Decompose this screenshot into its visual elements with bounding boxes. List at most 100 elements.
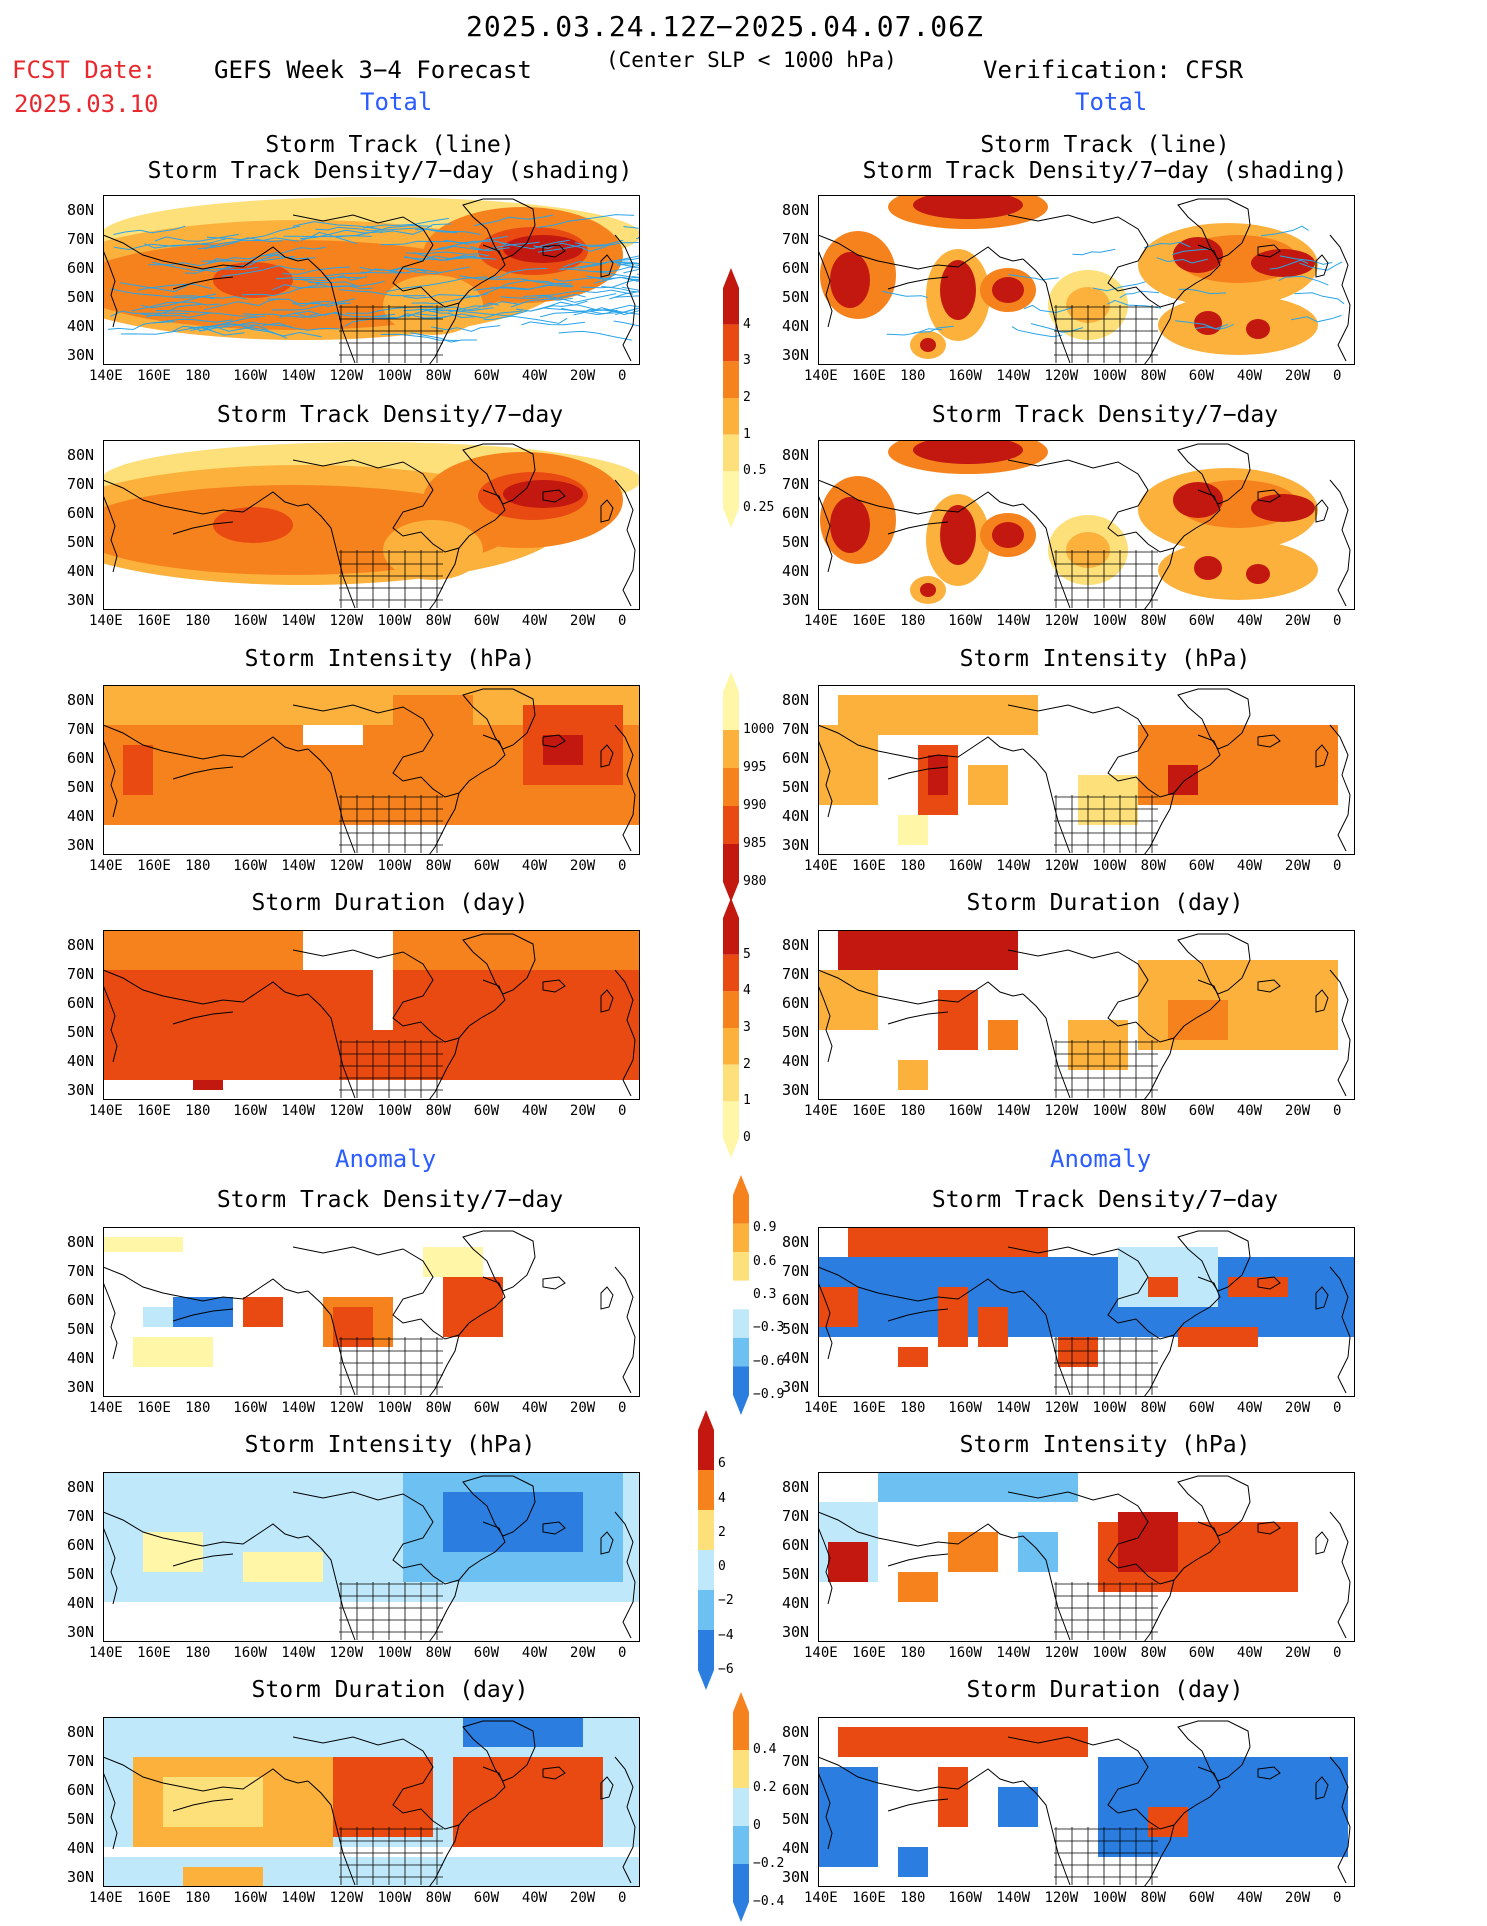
lon-label: 160W	[233, 1890, 267, 1906]
lon-label: 140E	[804, 368, 838, 384]
lon-label: 140E	[804, 1400, 838, 1416]
lon-label: 20W	[1285, 1103, 1310, 1119]
colorbar-tick-label: 985	[743, 836, 766, 851]
lat-label: 80N	[782, 1478, 809, 1496]
lat-label: 80N	[67, 1233, 94, 1251]
lon-label: 20W	[1285, 1645, 1310, 1661]
map-density-total-forecast	[103, 440, 640, 610]
lon-label: 60W	[1189, 858, 1214, 874]
colorbar-duration-anom	[733, 1692, 793, 1926]
lat-label: 60N	[67, 1291, 94, 1309]
lon-label: 80W	[1141, 368, 1166, 384]
map-plot	[818, 195, 1355, 365]
colorbar-tick-label: 3	[743, 1020, 751, 1035]
lon-label: 20W	[1285, 1890, 1310, 1906]
title-density-total-left: Storm Track Density/7−day	[110, 402, 670, 428]
map-duration-total-forecast	[103, 930, 640, 1100]
lon-label: 0	[1333, 1400, 1341, 1416]
lon-label: 140E	[804, 1103, 838, 1119]
colorbar-tick-label: 0.9	[753, 1220, 776, 1235]
colorbar-tick-label: 6	[718, 1456, 726, 1471]
title-density-anom-right: Storm Track Density/7−day	[825, 1187, 1385, 1213]
lon-label: 140E	[804, 1645, 838, 1661]
map-duration-anom-verification	[818, 1717, 1355, 1887]
lon-label: 20W	[570, 1400, 595, 1416]
lon-label: 160E	[852, 1103, 886, 1119]
lat-label: 60N	[782, 749, 809, 767]
lon-label: 120W	[1044, 1890, 1078, 1906]
lon-label: 40W	[522, 1400, 547, 1416]
lon-label: 40W	[522, 613, 547, 629]
colorbar-tick-label: 3	[743, 353, 751, 368]
lon-label: 0	[618, 1103, 626, 1119]
lat-label: 70N	[67, 1262, 94, 1280]
lon-label: 180	[900, 858, 925, 874]
lat-label: 50N	[782, 288, 809, 306]
lon-label: 160W	[948, 1103, 982, 1119]
lat-label: 60N	[782, 504, 809, 522]
lat-label: 40N	[67, 1594, 94, 1612]
map-plot	[103, 685, 640, 855]
lon-label: 0	[618, 1400, 626, 1416]
colorbar-tick-label: 0.5	[743, 463, 766, 478]
lat-label: 70N	[782, 230, 809, 248]
lat-label: 70N	[67, 1507, 94, 1525]
lon-label: 120W	[1044, 1103, 1078, 1119]
lon-label: 140W	[281, 613, 315, 629]
lon-label: 60W	[474, 1400, 499, 1416]
lon-label: 180	[900, 1890, 925, 1906]
lon-label: 140E	[89, 858, 123, 874]
lon-label: 160E	[852, 858, 886, 874]
lon-label: 60W	[1189, 613, 1214, 629]
lon-label: 60W	[474, 1103, 499, 1119]
lat-label: 80N	[67, 691, 94, 709]
lon-label: 180	[900, 368, 925, 384]
lon-label: 160E	[137, 613, 171, 629]
lon-label: 40W	[1237, 368, 1262, 384]
lon-label: 120W	[329, 613, 363, 629]
title-duration-anom-left: Storm Duration (day)	[110, 1677, 670, 1703]
lat-label: 40N	[67, 807, 94, 825]
lon-label: 160E	[852, 613, 886, 629]
colorbar-intensity-total	[723, 672, 783, 906]
lon-label: 100W	[1093, 368, 1127, 384]
colorbar-tick-label: 1000	[743, 722, 774, 737]
colorbar-tick-label: 0.3	[753, 1287, 776, 1302]
lon-label: 40W	[1237, 613, 1262, 629]
lon-label: 160W	[233, 1400, 267, 1416]
period-title: 2025.03.24.12Z−2025.04.07.06Z	[466, 10, 984, 43]
section-anomaly-left: Anomaly	[335, 1145, 436, 1173]
lon-label: 120W	[329, 1400, 363, 1416]
lon-label: 180	[900, 1103, 925, 1119]
lon-label: 40W	[522, 858, 547, 874]
lon-label: 140E	[89, 1890, 123, 1906]
title-density-total-right: Storm Track Density/7−day	[825, 402, 1385, 428]
lon-label: 140E	[89, 1645, 123, 1661]
lon-label: 140W	[996, 368, 1030, 384]
lon-label: 120W	[1044, 368, 1078, 384]
lon-label: 160E	[137, 368, 171, 384]
lon-label: 180	[900, 1400, 925, 1416]
lon-label: 120W	[1044, 1645, 1078, 1661]
lat-label: 80N	[67, 1478, 94, 1496]
lat-label: 70N	[782, 1507, 809, 1525]
map-density-total-verification	[818, 440, 1355, 610]
lon-label: 160W	[948, 1890, 982, 1906]
section-anomaly-right: Anomaly	[1050, 1145, 1151, 1173]
colorbar-tick-label: 4	[718, 1491, 726, 1506]
map-track-line-verification	[818, 195, 1355, 365]
lat-label: 30N	[782, 1623, 809, 1641]
colorbar-duration-total	[723, 898, 783, 1162]
title-intensity-total-left: Storm Intensity (hPa)	[110, 646, 670, 672]
lat-label: 40N	[67, 1052, 94, 1070]
colorbar-tick-label: 0	[743, 1130, 751, 1145]
lon-label: 0	[1333, 1103, 1341, 1119]
lat-label: 80N	[67, 446, 94, 464]
lat-label: 80N	[67, 936, 94, 954]
lat-label: 50N	[67, 1810, 94, 1828]
lon-label: 160E	[137, 1103, 171, 1119]
lon-label: 120W	[329, 368, 363, 384]
lon-label: 20W	[570, 368, 595, 384]
lon-label: 120W	[329, 1890, 363, 1906]
lon-label: 80W	[1141, 1890, 1166, 1906]
